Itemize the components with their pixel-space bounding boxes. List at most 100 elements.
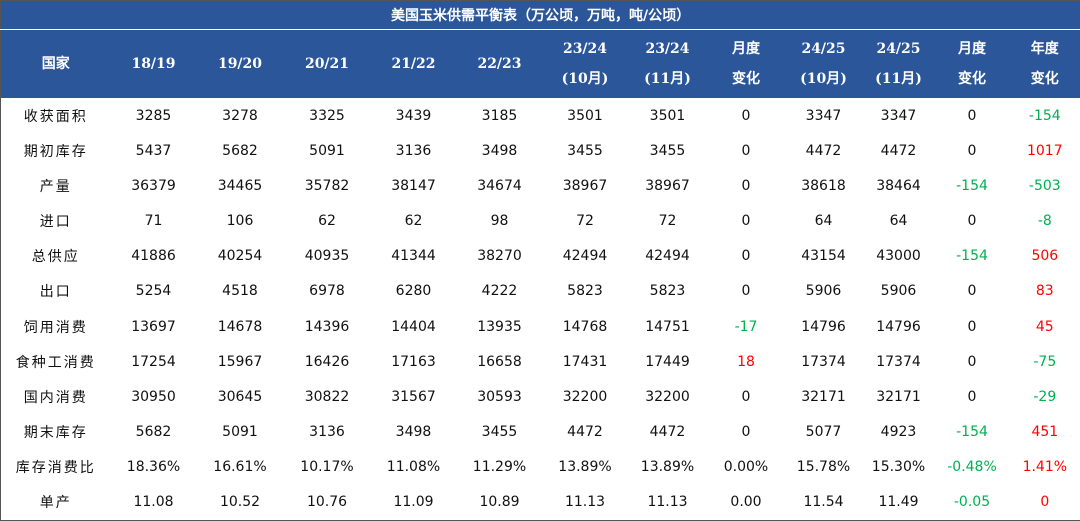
cell: 71 <box>144 213 163 230</box>
cell: 17374 <box>801 353 846 370</box>
cell: 5091 <box>222 423 258 440</box>
column-header: 23/24 (10月) <box>542 29 628 98</box>
cell: 4472 <box>567 423 603 440</box>
cell: 3439 <box>395 107 432 124</box>
cell: 16658 <box>477 353 522 370</box>
data-row: 期初库存 5437 5682 5091 3136 3498 3455 3455 0 4472 447… <box>1 133 1080 168</box>
cell: 62 <box>404 213 423 230</box>
cell: 3347 <box>880 107 917 124</box>
cell: 17254 <box>131 353 176 370</box>
data-row: 产量 36379 34465 35782 38147 34674 38967 38967 0 38… <box>1 168 1080 203</box>
cell: 42494 <box>645 248 690 265</box>
cell: 32200 <box>645 388 690 405</box>
header-line: 24/25 <box>876 41 921 57</box>
cell: -17 <box>734 318 758 335</box>
cell: 15.30% <box>871 459 926 476</box>
cell: -154 <box>1028 107 1061 124</box>
cell: 10.17% <box>300 459 354 476</box>
column-header: 18/19 <box>110 29 197 98</box>
row-label: 食种工消费 <box>15 354 96 371</box>
header-line: 22/23 <box>477 56 522 72</box>
header-line: 国家 <box>41 56 70 72</box>
cell: 0 <box>741 248 751 265</box>
cell: 4472 <box>805 142 842 159</box>
header-line: 18/19 <box>131 56 176 72</box>
cell: 3325 <box>309 107 345 124</box>
cell: 5682 <box>135 423 172 440</box>
cell: 40254 <box>217 248 263 265</box>
row-label: 总供应 <box>31 249 80 266</box>
header-row: 国家 18/19 19/20 20/21 21/22 22/23 23/24 (10月) 23/… <box>0 29 1080 98</box>
cell: 64 <box>814 213 833 230</box>
data-row: 单产 11.08 10.52 10.76 11.09 10.89 11.13 11.13 0.0… <box>1 485 1080 521</box>
cell: 38147 <box>391 177 436 194</box>
column-header: 国家 <box>0 29 111 98</box>
cell: -503 <box>1028 177 1061 194</box>
header-line: 20/21 <box>304 56 350 72</box>
cell: 3455 <box>481 423 518 440</box>
cell: 3136 <box>395 142 432 159</box>
cell: 14768 <box>562 318 608 335</box>
cell: 3136 <box>309 423 345 440</box>
cell: 6978 <box>309 283 345 300</box>
cell: 0 <box>1040 494 1050 511</box>
cell: 13697 <box>131 318 176 335</box>
column-header: 年度 变化 <box>1009 29 1080 98</box>
header-line: 年度 <box>1030 41 1059 57</box>
cell: -0.05 <box>953 494 991 511</box>
cell: 5254 <box>135 283 172 300</box>
cell: 5823 <box>567 283 603 300</box>
cell: 18 <box>737 353 755 370</box>
row-label: 期末库存 <box>23 424 88 441</box>
cell: 5682 <box>222 142 258 159</box>
row-label: 产量 <box>39 178 72 195</box>
cell: 4222 <box>481 283 518 300</box>
cell: 0 <box>967 353 977 370</box>
cell: 38464 <box>876 177 921 194</box>
cell: 0 <box>741 177 751 194</box>
cell: 17374 <box>876 353 921 370</box>
cell: 1017 <box>1026 142 1063 159</box>
row-label: 饲用消费 <box>23 319 88 336</box>
header-line: 月度 <box>958 41 986 57</box>
column-header: 24/25 (11月) <box>862 29 935 98</box>
cell: 38967 <box>562 177 608 194</box>
header-line: (11月) <box>875 71 922 87</box>
cell: 1.41% <box>1022 459 1068 476</box>
cell: 4518 <box>222 283 258 300</box>
cell: 11.09 <box>393 494 434 511</box>
column-header: 20/21 <box>283 29 371 98</box>
cell: 16.61% <box>213 459 267 476</box>
cell: 0 <box>741 213 751 230</box>
cell: -8 <box>1037 213 1052 230</box>
data-row: 总供应 41886 40254 40935 41344 38270 42494 42494 0 4… <box>1 239 1080 274</box>
cell: 14404 <box>391 318 436 335</box>
cell: 5077 <box>805 423 842 440</box>
cell: 43154 <box>801 248 846 265</box>
cell: 45 <box>1035 318 1054 335</box>
header-line: (11月) <box>644 71 691 87</box>
data-row: 出口 5254 4518 6978 6280 4222 5823 5823 0 5906 5906 0… <box>1 274 1080 309</box>
cell: 0 <box>741 142 751 159</box>
cell: 3285 <box>135 107 172 124</box>
cell: 15967 <box>217 353 263 370</box>
cell: 14796 <box>801 318 846 335</box>
column-header: 24/25 (10月) <box>784 29 863 98</box>
cell: 18.36% <box>126 459 181 476</box>
cell: 17163 <box>391 353 436 370</box>
row-label: 收获面积 <box>23 108 88 125</box>
cell: 30950 <box>131 388 176 405</box>
cell: 34465 <box>217 177 263 194</box>
cell: 0 <box>741 388 751 405</box>
cell: 14396 <box>304 318 350 335</box>
cell: 30645 <box>217 388 263 405</box>
cell: 31567 <box>391 388 436 405</box>
cell: 0 <box>741 423 751 440</box>
cell: 11.49 <box>878 494 919 511</box>
cell: 0 <box>967 283 977 300</box>
cell: 0.00 <box>730 494 762 511</box>
row-label: 国内消费 <box>23 389 88 406</box>
cell: 17431 <box>562 353 608 370</box>
column-header: 19/20 <box>196 29 284 98</box>
cell: 4923 <box>880 423 917 440</box>
